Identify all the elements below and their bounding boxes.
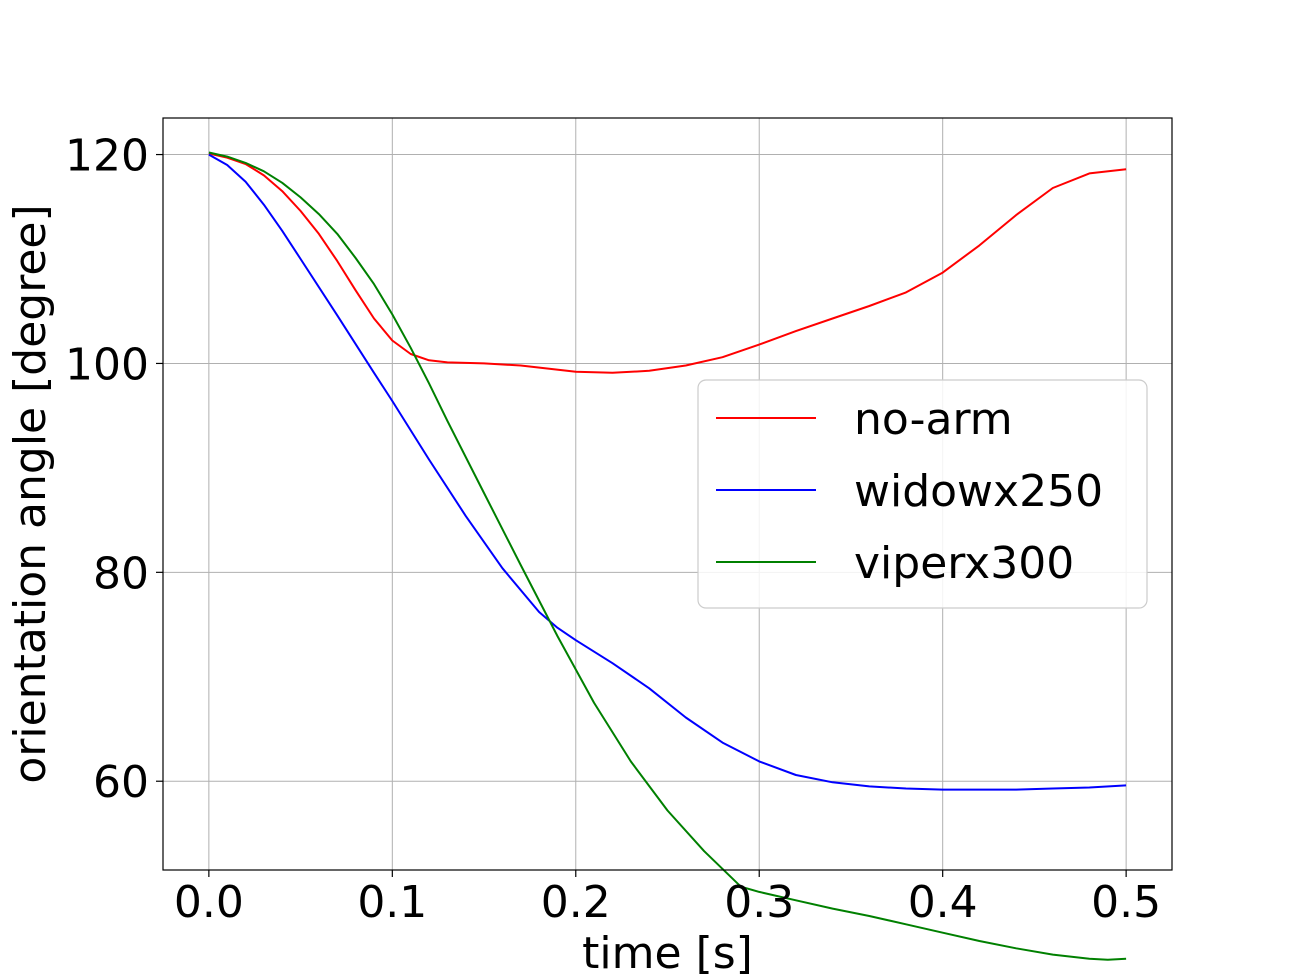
x-tick-label: 0.0 [174, 877, 244, 928]
y-axis-label: orientation angle [degree] [5, 204, 56, 783]
legend: no-arm widowx250 viperx300 [697, 379, 1148, 609]
ticks: 0.0 0.1 0.2 0.3 0.4 0.5 60 80 100 120 [65, 131, 1161, 928]
series-line-widowx250 [208, 153, 1127, 791]
x-tick-label: 0.1 [357, 877, 427, 928]
legend-label-viperx300: viperx300 [854, 538, 1074, 589]
legend-label-widowx250: widowx250 [854, 466, 1103, 517]
x-tick-label: 0.4 [908, 877, 978, 928]
series-line-no-arm [208, 152, 1127, 374]
y-tick-label: 100 [65, 339, 149, 390]
x-tick-label: 0.5 [1091, 877, 1161, 928]
y-tick-label: 120 [65, 131, 149, 182]
series-line-viperx300 [208, 151, 1127, 961]
x-axis-label: time [s] [582, 928, 753, 977]
x-tick-label: 0.3 [724, 877, 794, 928]
y-tick-label: 80 [93, 548, 149, 599]
y-tick-label: 60 [93, 757, 149, 808]
legend-box [697, 379, 1148, 609]
plot-frame [162, 117, 1173, 871]
series-group [208, 151, 1127, 961]
legend-label-no-arm: no-arm [854, 394, 1013, 445]
x-tick-label: 0.2 [541, 877, 611, 928]
